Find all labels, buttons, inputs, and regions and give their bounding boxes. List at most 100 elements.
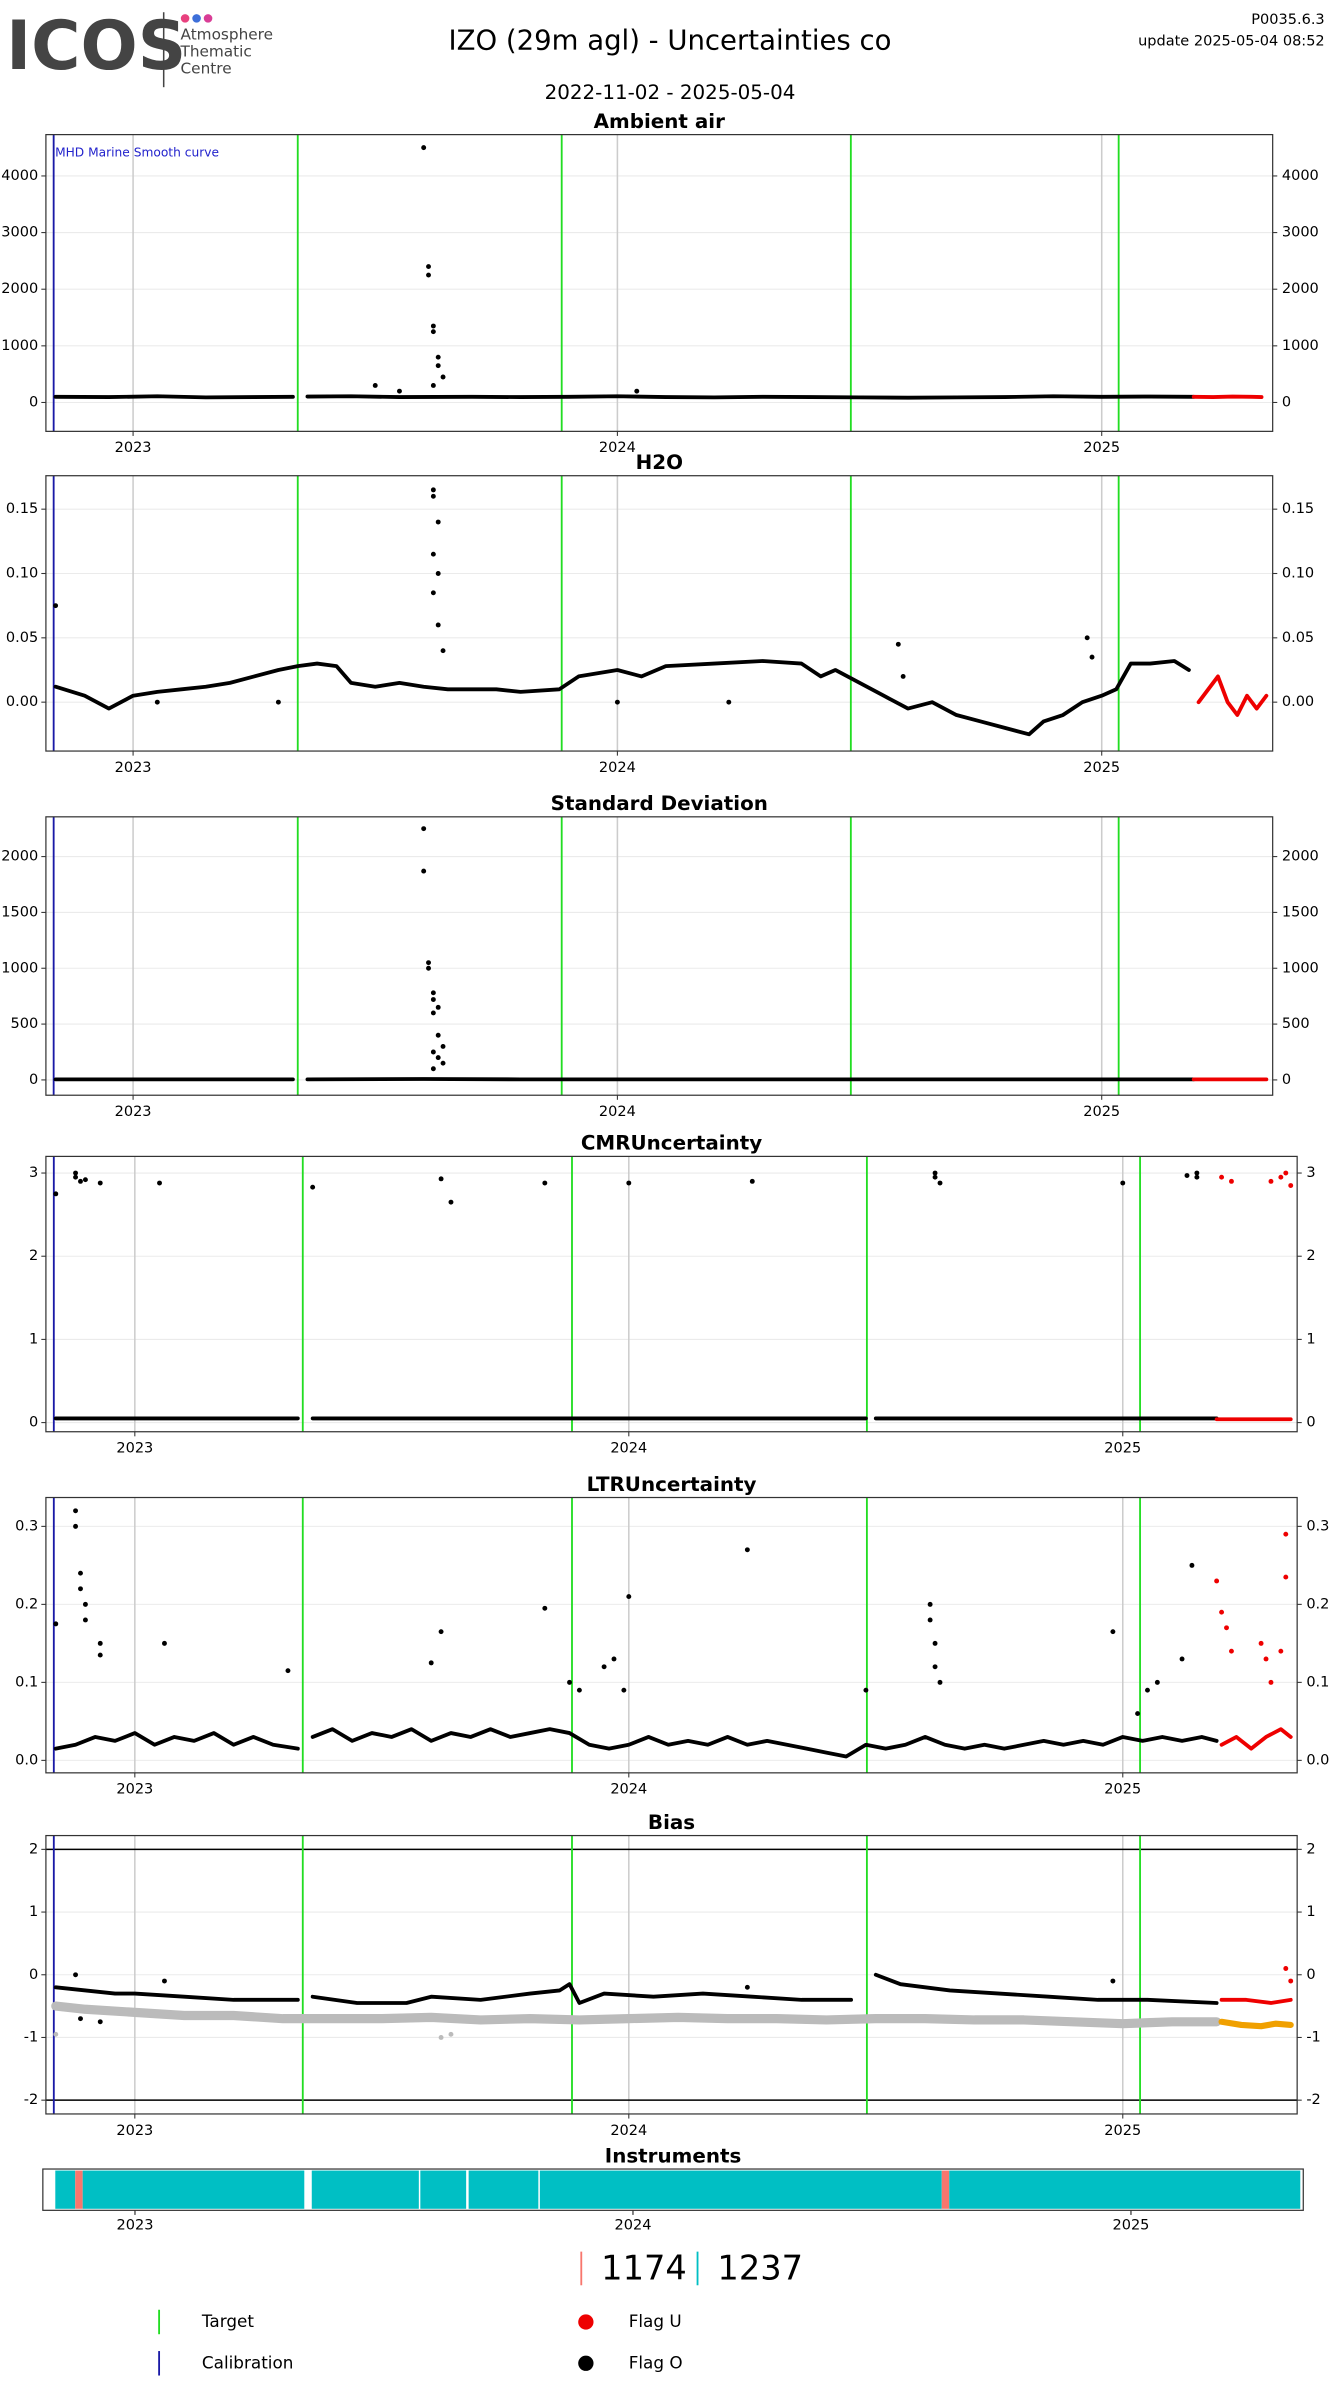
- point: [1089, 654, 1095, 660]
- point: [1263, 1656, 1269, 1662]
- point: [1278, 1648, 1284, 1654]
- point: [97, 2019, 103, 2025]
- point: [421, 145, 427, 151]
- point: [895, 641, 901, 647]
- annotation: MHD Marine Smooth curve: [55, 145, 219, 159]
- point: [1219, 1174, 1225, 1180]
- y-tick-label: 0.3: [15, 1518, 38, 1534]
- point: [1224, 1625, 1229, 1631]
- y-tick-label: 1: [29, 1904, 38, 1920]
- point: [448, 1199, 454, 1205]
- point: [744, 1547, 750, 1553]
- panel-title: Standard Deviation: [551, 792, 768, 815]
- y-tick-label: 0.05: [6, 630, 38, 646]
- logo-org: Centre: [181, 59, 232, 77]
- instrument-segment: [82, 2170, 305, 2209]
- y-tick-label: 1: [1306, 1904, 1315, 1920]
- y-tick-label: 0: [29, 1415, 38, 1431]
- instrument-segment: [55, 2170, 76, 2209]
- y-tick-label: 2: [29, 1841, 38, 1857]
- point: [421, 826, 427, 832]
- point: [1229, 1178, 1234, 1184]
- point: [440, 648, 446, 654]
- legend-swatch: [578, 2355, 594, 2371]
- page-title: IZO (29m agl) - Uncertainties co: [449, 24, 892, 56]
- y-tick-label: 0: [1282, 1072, 1291, 1088]
- point: [162, 1640, 167, 1646]
- series-line: [1219, 1997, 1293, 2005]
- series-line: [53, 659, 1191, 737]
- point: [438, 2035, 444, 2040]
- point: [1179, 1656, 1185, 1662]
- y-tick-label: 0.10: [1282, 565, 1314, 581]
- point: [1288, 1978, 1294, 1984]
- y-tick-label: -2: [1306, 2092, 1320, 2108]
- instrument-segment: [420, 2170, 467, 2209]
- y-tick-label: 0: [1306, 1967, 1315, 1983]
- point: [430, 323, 436, 329]
- point: [82, 1177, 88, 1183]
- point: [78, 1570, 83, 1576]
- point: [1110, 1978, 1116, 1984]
- point: [426, 264, 431, 270]
- point: [576, 1687, 582, 1693]
- legend-label: Flag U: [629, 2311, 682, 2331]
- point: [542, 1180, 548, 1186]
- point: [157, 1180, 162, 1186]
- point: [435, 571, 441, 576]
- point: [1283, 1966, 1289, 1971]
- point: [1283, 1170, 1289, 1176]
- point: [749, 1178, 755, 1184]
- y-tick-label: 0.10: [6, 565, 38, 581]
- y-tick-label: 0.15: [6, 501, 38, 517]
- period: 2022-11-02 - 2025-05-04: [545, 81, 796, 104]
- point: [426, 965, 431, 971]
- x-tick-label: 2024: [599, 1104, 636, 1120]
- y-tick-label: 0.1: [1306, 1674, 1329, 1690]
- x-tick-label: 2024: [614, 2218, 651, 2234]
- point: [435, 1055, 441, 1061]
- y-tick-label: 1: [29, 1331, 38, 1347]
- count: 1174: [601, 2248, 687, 2287]
- y-tick-label: 0.0: [15, 1752, 38, 1768]
- y-tick-label: 1500: [1, 904, 38, 920]
- point: [1154, 1679, 1160, 1685]
- point: [621, 1687, 627, 1693]
- y-tick-label: 0.00: [1282, 694, 1314, 710]
- series-line: [53, 1727, 1219, 1759]
- y-tick-label: 3: [1306, 1165, 1315, 1181]
- point: [435, 622, 441, 628]
- point: [1194, 1170, 1200, 1176]
- y-tick-label: 2: [29, 1248, 38, 1264]
- point: [1229, 1648, 1234, 1654]
- y-tick-label: 500: [1282, 1016, 1310, 1032]
- instrument-segment: [75, 2170, 83, 2209]
- point: [937, 1679, 943, 1685]
- y-tick-label: 2000: [1, 849, 38, 865]
- point: [1135, 1711, 1141, 1717]
- point: [1283, 1531, 1289, 1537]
- legend-label: Flag O: [629, 2352, 683, 2372]
- point: [435, 1004, 441, 1010]
- x-tick-label: 2023: [116, 2123, 153, 2139]
- y-tick-label: 3: [29, 1165, 38, 1181]
- x-tick-label: 2023: [115, 760, 152, 776]
- point: [285, 1668, 291, 1674]
- y-tick-label: 1: [1306, 1331, 1315, 1347]
- update: update 2025-05-04 08:52: [1138, 33, 1325, 49]
- y-tick-label: 1000: [1282, 960, 1319, 976]
- x-tick-label: 2025: [1083, 1104, 1120, 1120]
- plot-frame: [45, 475, 1274, 752]
- point: [601, 1664, 607, 1670]
- point: [1184, 1173, 1190, 1178]
- instrument-segment: [311, 2170, 419, 2209]
- plot-area: [45, 816, 1273, 1096]
- point: [73, 1523, 78, 1529]
- point: [932, 1664, 938, 1670]
- y-tick-label: 3000: [1, 225, 38, 241]
- point: [97, 1652, 103, 1658]
- point: [428, 1660, 434, 1666]
- point: [1283, 1574, 1289, 1580]
- x-tick-label: 2025: [1083, 760, 1120, 776]
